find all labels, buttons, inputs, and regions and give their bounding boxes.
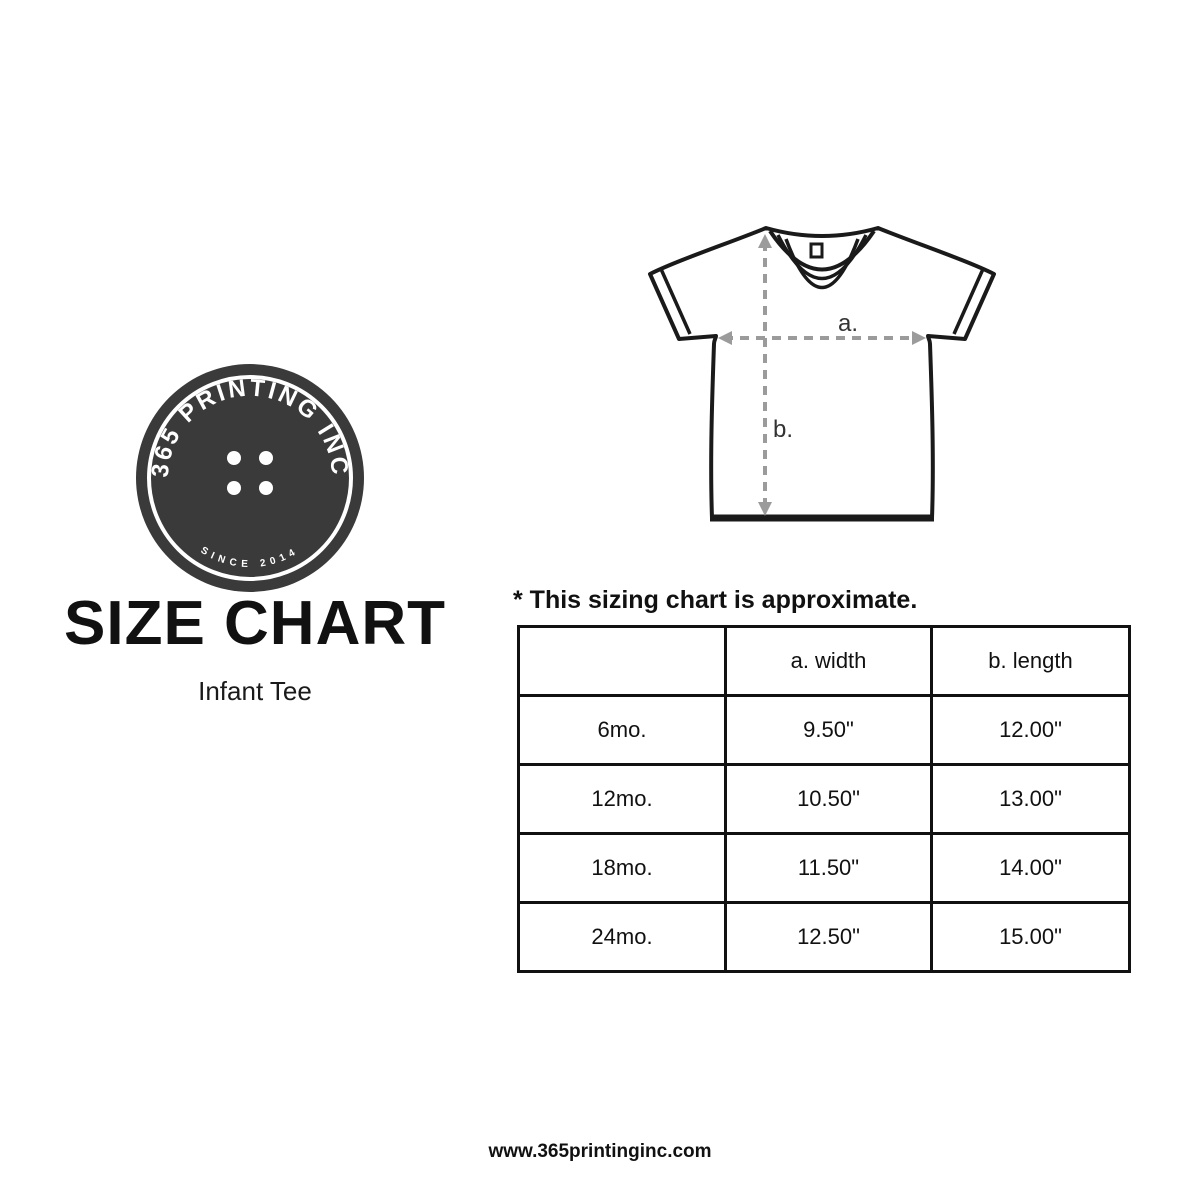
left-cuff-line <box>659 268 692 335</box>
size-table: a. width b. length 6mo. 9.50" 12.00" 12m… <box>517 625 1131 973</box>
label-b: b. <box>773 416 793 443</box>
right-cuff-line <box>952 268 985 335</box>
cell-length: 12.00" <box>930 694 1131 766</box>
button-hole-icon <box>259 451 273 465</box>
table-header-row: a. width b. length <box>517 625 1131 697</box>
length-arrow-bottom-head-icon <box>758 502 772 516</box>
button-hole-icon <box>259 481 273 495</box>
cell-width: 10.50" <box>724 763 933 835</box>
button-hole-icon <box>227 481 241 495</box>
table-row: 6mo. 9.50" 12.00" <box>517 694 1131 766</box>
table-row: 18mo. 11.50" 14.00" <box>517 832 1131 904</box>
tshirt-outline-icon: a. b. <box>648 226 996 522</box>
width-arrow-left-head-icon <box>718 331 732 345</box>
collar-band-curve <box>776 234 868 280</box>
logo-badge-icon: 365 PRINTING INC SINCE 2014 <box>136 364 364 592</box>
cell-size: 18mo. <box>517 832 727 904</box>
label-a: a. <box>838 310 858 337</box>
length-arrow-top-head-icon <box>758 234 772 248</box>
cell-length: 14.00" <box>930 832 1131 904</box>
header-size <box>517 625 727 697</box>
cell-width: 9.50" <box>724 694 933 766</box>
brand-logo-badge: 365 PRINTING INC SINCE 2014 <box>134 362 366 594</box>
table-row: 24mo. 12.50" 15.00" <box>517 901 1131 973</box>
collar-inner-curve <box>784 238 860 289</box>
button-hole-icon <box>227 451 241 465</box>
width-arrow-right-head-icon <box>912 331 926 345</box>
badge-inner-ring <box>147 375 353 581</box>
tee-body-outline <box>648 226 996 520</box>
header-length: b. length <box>930 625 1131 697</box>
cell-length: 15.00" <box>930 901 1131 973</box>
header-width: a. width <box>724 625 933 697</box>
tshirt-diagram: a. b. <box>620 200 1040 550</box>
cell-length: 13.00" <box>930 763 1131 835</box>
cell-size: 6mo. <box>517 694 727 766</box>
table-row: 12mo. 10.50" 13.00" <box>517 763 1131 835</box>
page-title: SIZE CHART <box>64 589 446 658</box>
cell-size: 12mo. <box>517 763 727 835</box>
badge-circle <box>136 364 364 592</box>
cell-width: 12.50" <box>724 901 933 973</box>
product-subtitle: Infant Tee <box>198 676 312 706</box>
cell-size: 24mo. <box>517 901 727 973</box>
footer-url: www.365printinginc.com <box>488 1141 712 1162</box>
cell-width: 11.50" <box>724 832 933 904</box>
collar-outer-curve <box>768 229 876 272</box>
note-text: * This sizing chart is approximate. <box>513 586 918 614</box>
neck-tag-icon <box>809 242 824 259</box>
